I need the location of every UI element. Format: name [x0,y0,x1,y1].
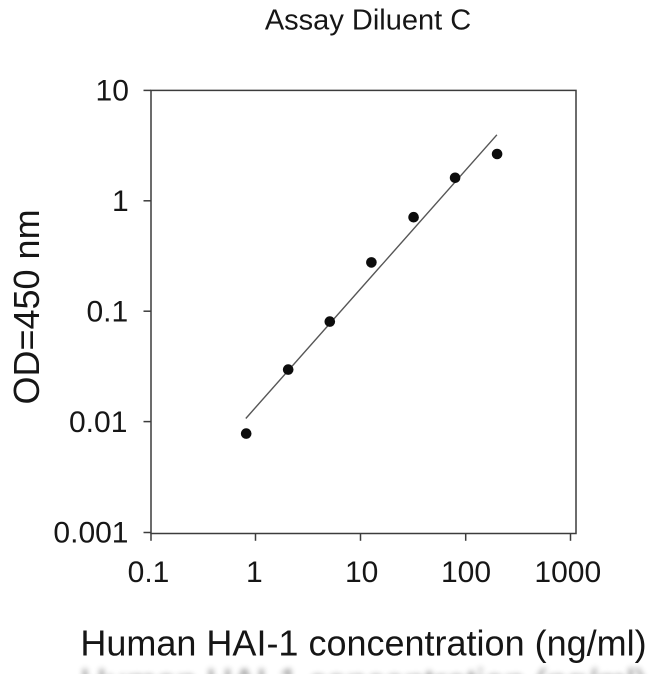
svg-text:1: 1 [112,185,129,218]
svg-text:10: 10 [345,556,378,589]
svg-text:1000: 1000 [534,556,601,589]
svg-text:0.1: 0.1 [128,556,170,589]
svg-text:1: 1 [246,556,263,589]
svg-text:0.001: 0.001 [53,516,128,549]
svg-text:10: 10 [96,75,129,108]
svg-text:100: 100 [441,556,491,589]
svg-text:Human HAI-1 concentration (ng/: Human HAI-1 concentration (ng/ml) [80,623,646,664]
svg-text:0.1: 0.1 [86,296,128,329]
svg-text:0.01: 0.01 [69,406,127,439]
svg-text:OD=450 nm: OD=450 nm [6,209,47,404]
svg-text:Human HAI-1 concentration (ng/: Human HAI-1 concentration (ng/ml) [80,661,646,674]
svg-text:Assay Diluent C: Assay Diluent C [265,5,471,37]
